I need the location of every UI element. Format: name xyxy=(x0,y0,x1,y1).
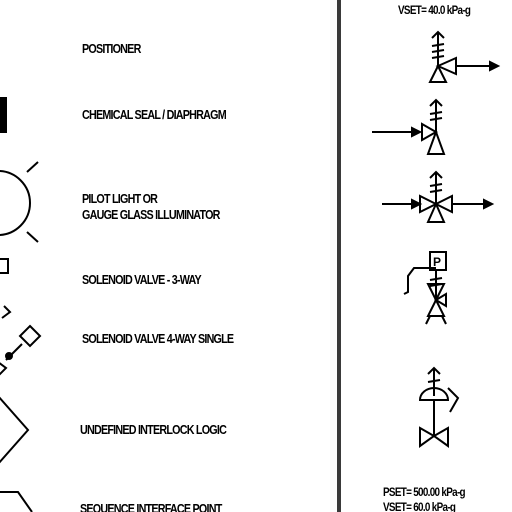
interlock-label: UNDEFINED INTERLOCK LOGIC xyxy=(80,423,227,437)
positioner-label: POSITIONER xyxy=(82,42,141,56)
vset-bottom-label: VSET= 60.0 kPa-g xyxy=(383,502,456,512)
solenoid-valve-symbol xyxy=(403,251,447,325)
solenoid-3way-label: SOLENOID VALVE - 3-WAY xyxy=(82,273,202,287)
chemical-seal-label: CHEMICAL SEAL / DIAPHRAGM xyxy=(82,108,227,122)
diaphragm-valve-symbol xyxy=(418,366,460,448)
chemical-seal-symbol xyxy=(0,97,7,133)
three-way-valve-symbol xyxy=(382,170,495,223)
pilot-light-label-line2: GAUGE GLASS ILLUMINATOR xyxy=(82,208,220,222)
solenoid-4way-label: SOLENOID VALVE 4-WAY SINGLE xyxy=(82,332,234,346)
pset-bottom-label: PSET= 500.00 kPa-g xyxy=(383,487,466,499)
pilot-light-symbol xyxy=(0,161,39,243)
solenoid-3way-symbol xyxy=(0,258,9,274)
sequence-symbol xyxy=(0,491,33,512)
pilot-light-label: PILOT LIGHT OR GAUGE GLASS ILLUMINATOR xyxy=(82,191,220,223)
interlock-symbol xyxy=(0,396,30,464)
sequence-label: SEQUENCE INTERFACE POINT xyxy=(80,502,222,512)
column-divider xyxy=(337,0,341,512)
vset-top-label: VSET= 40.0 kPa-g xyxy=(398,5,471,17)
relief-valve-symbol-2 xyxy=(372,98,446,155)
solenoid-p-letter: P xyxy=(433,255,441,269)
pilot-light-label-line1: PILOT LIGHT OR xyxy=(82,192,158,206)
solenoid-4way-symbol xyxy=(0,305,42,376)
relief-valve-symbol-1 xyxy=(428,30,501,83)
